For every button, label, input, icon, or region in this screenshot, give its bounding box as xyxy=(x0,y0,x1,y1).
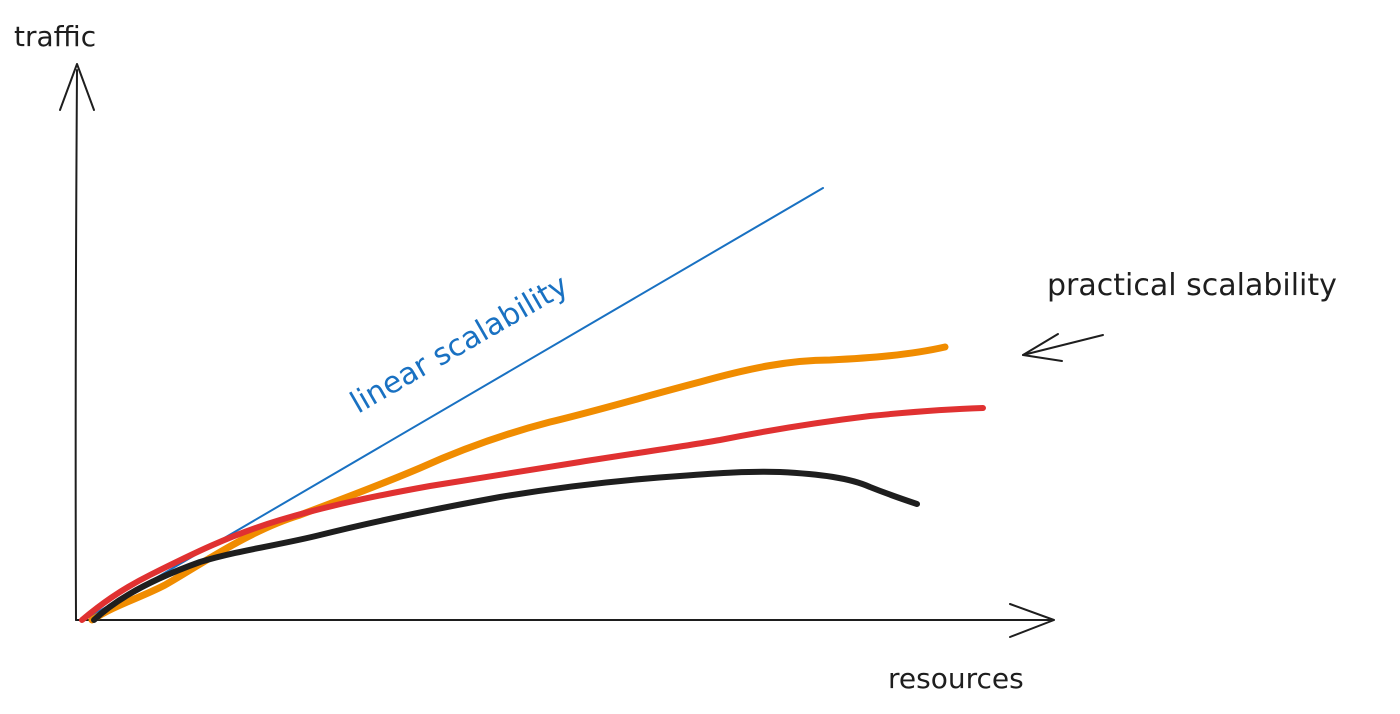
orange-scalability-curve xyxy=(88,343,949,624)
y-axis-label: traffic xyxy=(14,20,96,53)
x-axis-line xyxy=(75,619,1051,622)
practical-scalability-label: practical scalability xyxy=(1047,268,1337,303)
y-axis-line xyxy=(74,69,78,621)
practical-annotation-arrow-icon xyxy=(1022,333,1104,362)
axes xyxy=(59,63,1055,638)
x-axis-label: resources xyxy=(888,662,1024,695)
red-scalability-curve xyxy=(79,405,986,623)
linear-scalability-label: linear scalability xyxy=(345,268,575,421)
x-axis-arrowhead xyxy=(1009,603,1055,638)
black-scalability-curve xyxy=(91,468,920,623)
y-axis-arrowhead xyxy=(59,63,95,111)
